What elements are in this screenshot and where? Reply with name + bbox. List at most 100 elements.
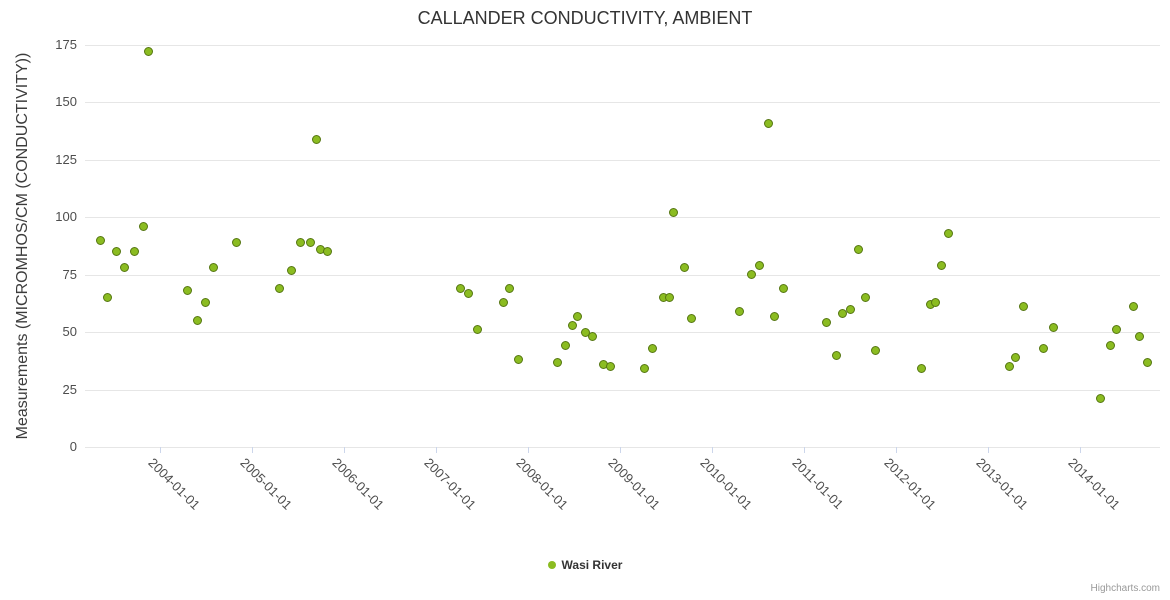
data-point[interactable]: [936, 261, 946, 271]
data-point[interactable]: [605, 362, 615, 372]
data-point[interactable]: [747, 270, 757, 280]
x-axis-tick: [1079, 447, 1081, 453]
data-point[interactable]: [505, 283, 515, 293]
data-point[interactable]: [1011, 352, 1021, 362]
x-axis-tick-label: 2006-01-01: [329, 455, 388, 513]
data-point[interactable]: [1128, 302, 1138, 312]
y-gridline: [85, 447, 1160, 448]
x-axis-tick: [712, 447, 714, 453]
data-point[interactable]: [323, 247, 333, 257]
x-axis-tick-label: 2013-01-01: [973, 455, 1032, 513]
x-axis-tick-label: 2011-01-01: [789, 455, 847, 512]
data-point[interactable]: [139, 221, 149, 231]
data-point[interactable]: [588, 332, 598, 342]
y-gridline: [85, 389, 1160, 391]
x-axis-tick-label: 2004-01-01: [145, 455, 204, 513]
x-axis-tick-label: 2007-01-01: [421, 455, 480, 513]
data-point[interactable]: [312, 134, 322, 144]
x-axis-tick: [896, 447, 898, 453]
data-point[interactable]: [580, 327, 590, 337]
data-point[interactable]: [861, 293, 871, 303]
x-axis-tick: [252, 447, 254, 453]
data-point[interactable]: [232, 238, 242, 248]
y-gridline: [85, 102, 1160, 104]
data-point[interactable]: [192, 316, 202, 326]
data-point[interactable]: [295, 238, 305, 248]
data-point[interactable]: [735, 306, 745, 316]
y-gridline: [85, 274, 1160, 276]
legend: Wasi River: [0, 558, 1170, 572]
highcharts-credits-link[interactable]: Highcharts.com: [1090, 583, 1160, 594]
data-point[interactable]: [831, 350, 841, 360]
data-point[interactable]: [553, 357, 563, 367]
data-point[interactable]: [102, 293, 112, 303]
data-point[interactable]: [567, 320, 577, 330]
data-point[interactable]: [120, 263, 130, 273]
data-point[interactable]: [763, 118, 773, 128]
data-point[interactable]: [1048, 323, 1058, 333]
y-axis-tick-label: 25: [62, 381, 77, 397]
y-gridline: [85, 217, 1160, 219]
data-point[interactable]: [669, 208, 679, 218]
data-point[interactable]: [473, 325, 483, 335]
data-point[interactable]: [770, 311, 780, 321]
data-point[interactable]: [755, 261, 765, 271]
data-point[interactable]: [209, 263, 219, 273]
data-point[interactable]: [143, 47, 153, 57]
data-point[interactable]: [639, 364, 649, 374]
data-point[interactable]: [665, 293, 675, 303]
data-point[interactable]: [1038, 343, 1048, 353]
data-point[interactable]: [917, 364, 927, 374]
legend-item-wasi-river[interactable]: Wasi River: [547, 558, 622, 572]
x-axis-tick: [160, 447, 162, 453]
data-point[interactable]: [1019, 302, 1029, 312]
x-axis-tick-label: 2010-01-01: [697, 455, 756, 513]
data-point[interactable]: [821, 318, 831, 328]
chart-title: CALLANDER CONDUCTIVITY, AMBIENT: [417, 8, 753, 28]
data-point[interactable]: [1004, 362, 1014, 372]
data-point[interactable]: [130, 247, 140, 257]
data-point[interactable]: [853, 244, 863, 254]
legend-marker-icon: [547, 561, 556, 569]
x-axis-tick-label: 2009-01-01: [605, 455, 664, 513]
data-point[interactable]: [871, 346, 881, 356]
data-point[interactable]: [560, 341, 570, 351]
data-point[interactable]: [513, 355, 523, 365]
y-gridline: [85, 45, 1160, 46]
data-point[interactable]: [779, 283, 789, 293]
x-axis-tick: [436, 447, 438, 453]
y-axis-tick-label: 125: [55, 151, 77, 167]
data-point[interactable]: [200, 297, 210, 307]
data-point[interactable]: [647, 343, 657, 353]
data-point[interactable]: [1112, 325, 1122, 335]
data-point[interactable]: [305, 238, 315, 248]
data-point[interactable]: [1135, 332, 1145, 342]
data-point[interactable]: [845, 304, 855, 314]
data-point[interactable]: [687, 313, 697, 323]
data-point[interactable]: [287, 265, 297, 275]
x-axis-tick-label: 2012-01-01: [881, 455, 940, 513]
data-point[interactable]: [1095, 394, 1105, 404]
data-point[interactable]: [943, 228, 953, 238]
y-axis-tick-label: 175: [55, 37, 77, 52]
data-point[interactable]: [111, 247, 121, 257]
data-point[interactable]: [183, 286, 193, 296]
y-axis-tick-label: 75: [62, 266, 77, 282]
y-gridline: [85, 332, 1160, 334]
data-point[interactable]: [498, 297, 508, 307]
data-point[interactable]: [455, 283, 465, 293]
data-point[interactable]: [680, 263, 690, 273]
x-axis-tick-label: 2014-01-01: [1065, 455, 1124, 513]
y-axis-tick-label: 0: [69, 439, 77, 454]
data-point[interactable]: [1142, 357, 1152, 367]
data-point[interactable]: [573, 311, 583, 321]
x-axis-tick: [804, 447, 806, 453]
x-axis-tick: [528, 447, 530, 453]
data-point[interactable]: [1105, 341, 1115, 351]
data-point[interactable]: [463, 288, 473, 298]
data-point[interactable]: [931, 297, 941, 307]
data-point[interactable]: [838, 309, 848, 319]
data-point[interactable]: [275, 283, 285, 293]
data-point[interactable]: [96, 235, 106, 245]
